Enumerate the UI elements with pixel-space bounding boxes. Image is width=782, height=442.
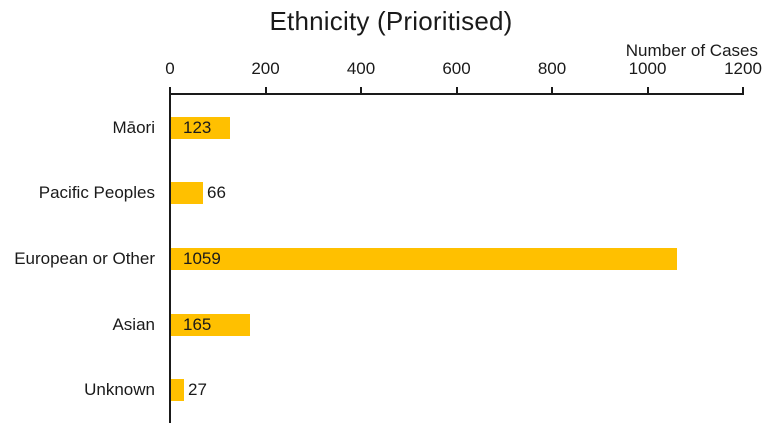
- x-axis-tick-label: 800: [537, 59, 567, 78]
- bar: [171, 248, 677, 270]
- x-axis-tick: [646, 87, 649, 93]
- x-axis-tick: [742, 87, 744, 93]
- category-label: Māori: [112, 118, 155, 137]
- x-axis-tick: [455, 87, 458, 93]
- category-label: Unknown: [84, 380, 155, 399]
- bar-value-label: 66: [207, 183, 226, 202]
- category-label: Pacific Peoples: [38, 183, 155, 202]
- x-axis-tick-label: 200: [251, 59, 280, 78]
- bar: [171, 379, 184, 401]
- bar: [171, 117, 230, 139]
- category-label: European or Other: [14, 249, 155, 268]
- bar: [171, 182, 203, 204]
- bar-value-label: 27: [188, 380, 207, 399]
- x-axis-tick-label: 0: [165, 59, 175, 78]
- category-label: Asian: [112, 315, 155, 334]
- x-axis-tick: [264, 87, 267, 93]
- x-axis-tick-label: 1200: [724, 59, 762, 78]
- bar-value-label: 123: [183, 118, 212, 137]
- x-axis-tick: [551, 87, 553, 93]
- x-axis-tick: [169, 87, 171, 93]
- x-axis-title: Number of Cases: [625, 41, 758, 60]
- bar-value-label: 1059: [183, 249, 221, 268]
- x-axis-tick-label: 600: [442, 59, 471, 78]
- x-axis-tick: [360, 87, 362, 93]
- x-axis-line: [169, 93, 744, 95]
- x-axis-tick-label: 1000: [628, 59, 667, 78]
- y-axis-line: [169, 87, 171, 423]
- bar: [171, 314, 250, 336]
- chart-title: Ethnicity (Prioritised): [269, 6, 513, 36]
- x-axis-tick-label: 400: [346, 59, 376, 78]
- bar-value-label: 165: [183, 315, 212, 334]
